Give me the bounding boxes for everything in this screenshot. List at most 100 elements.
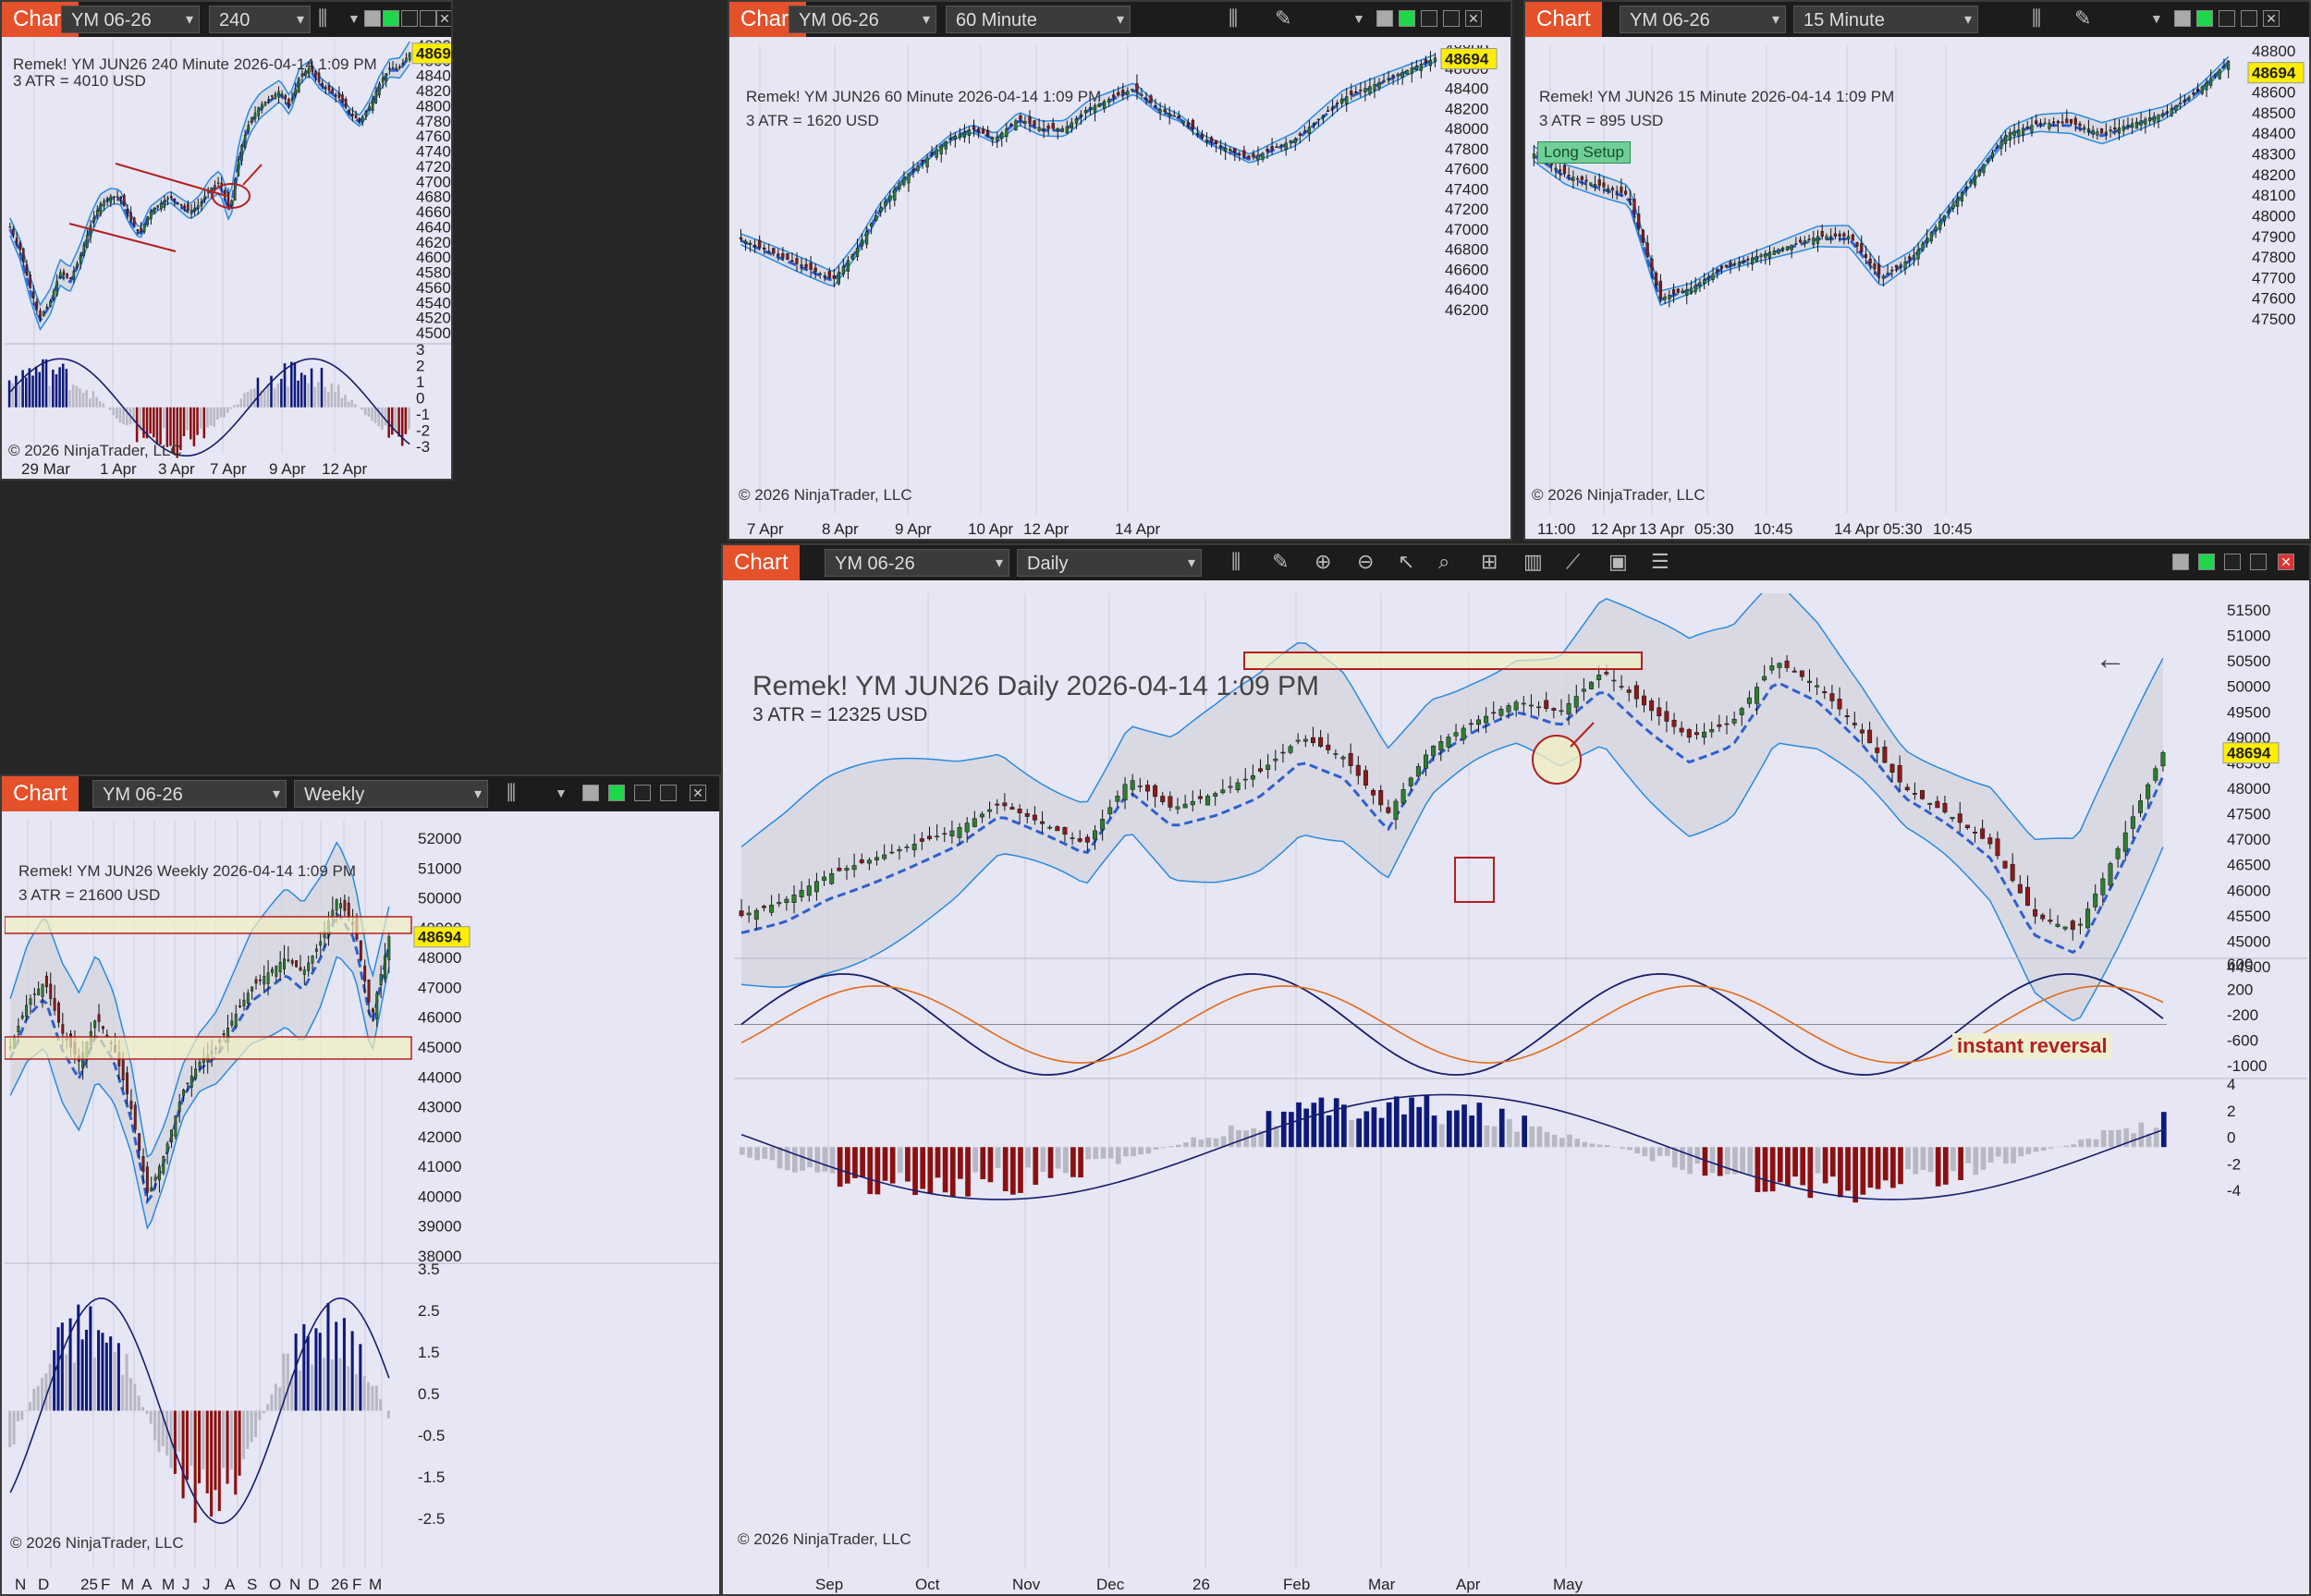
- green-square-icon[interactable]: [2196, 10, 2213, 27]
- bar-type-icon[interactable]: ⫼: [2032, 6, 2042, 30]
- histogram-bar: [181, 1410, 185, 1499]
- green-square-icon[interactable]: [2198, 554, 2215, 570]
- dropdown-arrow-icon[interactable]: ▼: [1352, 11, 1365, 26]
- chevron-down-icon[interactable]: ▾: [1116, 12, 1124, 28]
- candle: [290, 960, 294, 964]
- chart-trader-icon[interactable]: ⊞: [1481, 550, 1498, 573]
- candle: [2160, 752, 2166, 767]
- candle: [123, 195, 126, 207]
- time-tick-label: M: [162, 1576, 175, 1593]
- instrument-selector[interactable]: YM 06-26 ▾: [789, 6, 936, 33]
- minimize-icon[interactable]: [1421, 10, 1437, 27]
- instrument-selector[interactable]: YM 06-26 ▾: [1620, 6, 1786, 33]
- price-tick-label: 48400: [1445, 80, 1488, 98]
- candle: [1261, 152, 1265, 160]
- chevron-down-icon[interactable]: ▾: [922, 12, 930, 28]
- maximize-icon[interactable]: [2250, 554, 2267, 570]
- instrument-selector[interactable]: YM 06-26 ▾: [92, 780, 287, 808]
- chevron-down-icon[interactable]: ▾: [1963, 12, 1972, 28]
- trend-line: [740, 57, 1437, 283]
- maximize-icon[interactable]: [420, 10, 436, 27]
- gray-square-icon[interactable]: [1376, 10, 1393, 27]
- chevron-down-icon[interactable]: ▾: [185, 12, 193, 28]
- candle: [859, 859, 864, 863]
- dropdown-arrow-icon[interactable]: ▼: [555, 786, 568, 800]
- candle: [1009, 807, 1015, 810]
- timeframe-selector[interactable]: 60 Minute ▾: [946, 6, 1131, 33]
- chevron-down-icon[interactable]: ▾: [1187, 555, 1195, 571]
- candle: [378, 83, 381, 95]
- histogram-bar: [1311, 1103, 1317, 1148]
- candle: [809, 262, 813, 270]
- candle: [1657, 707, 1662, 716]
- histogram-bar: [241, 1410, 245, 1459]
- instrument-selector[interactable]: YM 06-26 ▾: [61, 6, 200, 33]
- green-square-icon[interactable]: [383, 10, 399, 27]
- candle: [813, 267, 817, 273]
- minimize-icon[interactable]: [401, 10, 418, 27]
- back-arrow-icon[interactable]: ←: [2095, 641, 2126, 676]
- chart-tab[interactable]: Chart: [2, 776, 79, 811]
- chevron-down-icon[interactable]: ▾: [296, 12, 304, 28]
- chevron-down-icon[interactable]: ▾: [272, 786, 280, 802]
- histogram-bar: [1664, 1147, 1670, 1156]
- close-icon[interactable]: ✕: [436, 10, 451, 27]
- dropdown-arrow-icon[interactable]: ▼: [348, 11, 361, 26]
- signal-line: [9, 358, 410, 457]
- histogram-bar: [15, 375, 18, 408]
- chart-tab[interactable]: Chart: [723, 545, 800, 580]
- templates-icon[interactable]: ▣: [1608, 550, 1628, 573]
- close-icon[interactable]: ✕: [2278, 554, 2294, 570]
- gray-square-icon[interactable]: [364, 10, 381, 27]
- gray-square-icon[interactable]: [2172, 554, 2189, 570]
- maximize-icon[interactable]: [2241, 10, 2257, 27]
- chevron-down-icon[interactable]: ▾: [473, 786, 482, 802]
- minimize-icon[interactable]: [2224, 554, 2241, 570]
- chart-tab[interactable]: Chart: [1525, 2, 1602, 37]
- instrument-selector[interactable]: YM 06-26 ▾: [825, 549, 1009, 577]
- candle: [893, 189, 897, 201]
- zoom-out-icon[interactable]: ⊖: [1357, 550, 1375, 573]
- zoom-in-icon[interactable]: ⊕: [1314, 550, 1332, 573]
- drawing-tool-icon[interactable]: ✎: [2074, 6, 2092, 30]
- signal-line: [9, 1297, 390, 1525]
- drawing-tool-icon[interactable]: ✎: [1275, 6, 1292, 30]
- properties-icon[interactable]: ☰: [1651, 550, 1669, 573]
- maximize-icon[interactable]: [1443, 10, 1460, 27]
- candle: [1047, 826, 1053, 829]
- indicators-icon[interactable]: ▥: [1523, 550, 1543, 573]
- histogram-bar: [800, 1147, 805, 1171]
- bar-type-icon[interactable]: ⫼: [507, 781, 517, 804]
- gray-square-icon[interactable]: [2174, 10, 2191, 27]
- candle: [49, 983, 53, 999]
- close-icon[interactable]: ✕: [2263, 10, 2280, 27]
- minimize-icon[interactable]: [634, 785, 651, 801]
- close-icon[interactable]: ✕: [690, 785, 706, 801]
- candle: [1302, 130, 1306, 133]
- data-box-icon[interactable]: ⌕: [1438, 550, 1450, 573]
- candle: [52, 290, 55, 299]
- timeframe-selector[interactable]: Daily ▾: [1017, 549, 1202, 577]
- dropdown-arrow-icon[interactable]: ▼: [2150, 11, 2163, 26]
- close-icon[interactable]: ✕: [1465, 10, 1482, 27]
- pointer-icon[interactable]: ↖: [1398, 550, 1415, 573]
- drawing-tool-icon[interactable]: ✎: [1272, 550, 1290, 573]
- strategies-icon[interactable]: ⟋: [1566, 550, 1581, 573]
- gray-square-icon[interactable]: [582, 785, 599, 801]
- bar-type-icon[interactable]: ⫼: [318, 6, 328, 30]
- timeframe-selector[interactable]: 15 Minute ▾: [1793, 6, 1978, 33]
- bar-type-icon[interactable]: ⫼: [1231, 550, 1241, 573]
- green-square-icon[interactable]: [608, 785, 625, 801]
- histogram-bar: [397, 407, 400, 437]
- chevron-down-icon[interactable]: ▾: [995, 555, 1003, 571]
- bar-type-icon[interactable]: ⫼: [1229, 6, 1239, 30]
- timeframe-selector[interactable]: Weekly ▾: [294, 780, 488, 808]
- histogram-bar: [1995, 1147, 2001, 1157]
- last-price-label: 48694: [2227, 745, 2271, 762]
- chevron-down-icon[interactable]: ▾: [1771, 12, 1779, 28]
- price-tick-label: 41000: [418, 1158, 461, 1176]
- maximize-icon[interactable]: [660, 785, 677, 801]
- green-square-icon[interactable]: [1399, 10, 1415, 27]
- minimize-icon[interactable]: [2219, 10, 2235, 27]
- timeframe-selector[interactable]: 240 Minute▾: [209, 6, 311, 58]
